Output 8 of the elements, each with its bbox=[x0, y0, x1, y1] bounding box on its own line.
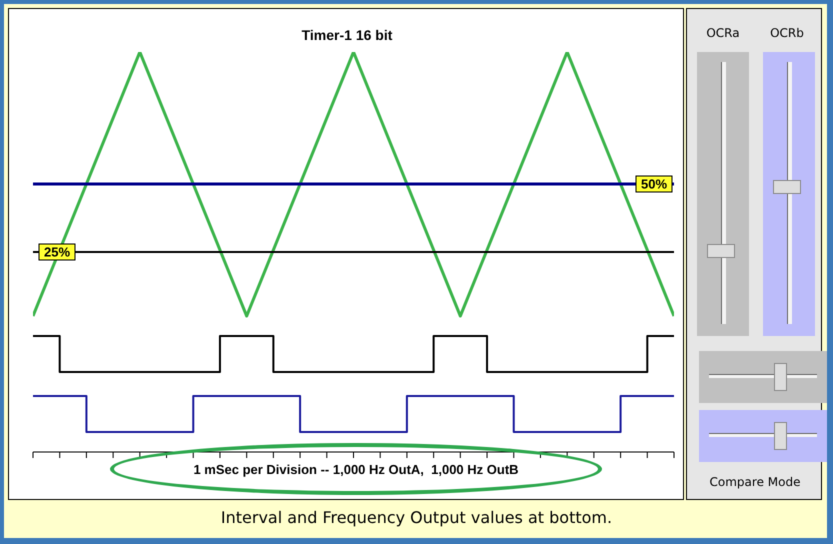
text: OCRa bbox=[705, 26, 741, 40]
annotation: 25% bbox=[44, 244, 70, 260]
text: Compare Mode bbox=[708, 475, 802, 489]
annotation: 50% bbox=[640, 176, 668, 192]
text: 1 mSec per Division -- 1,000 Hz OutA, 1,000 Hz OutB bbox=[192, 462, 520, 477]
text: Interval and Frequency Output values at bottom. bbox=[220, 508, 614, 527]
chart-title: Timer-1 16 bit bbox=[300, 27, 394, 43]
text: OCRb bbox=[769, 26, 805, 40]
